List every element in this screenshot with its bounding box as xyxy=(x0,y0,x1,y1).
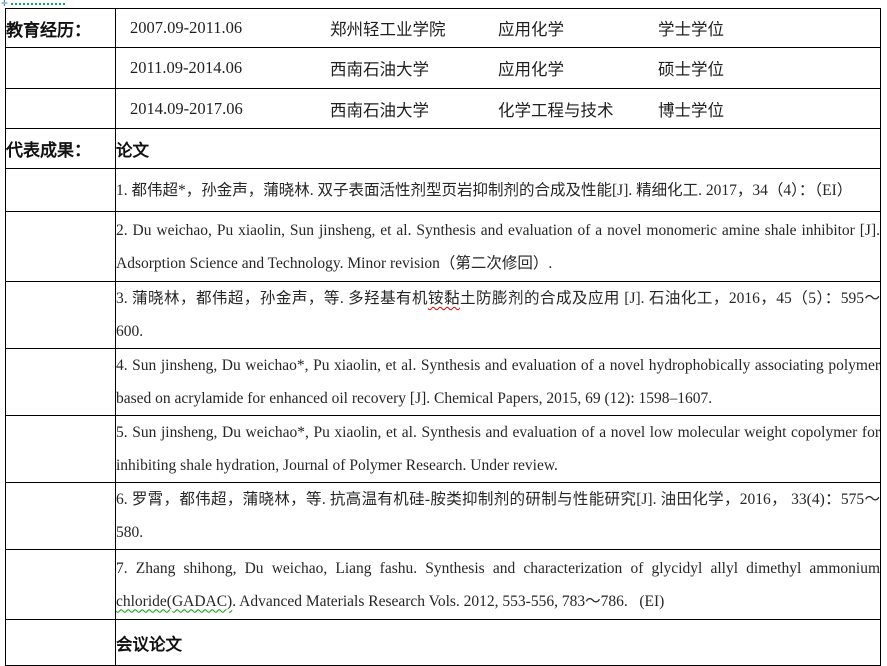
conference-section-heading[interactable]: 会议论文 xyxy=(115,619,881,666)
achievements-label-cell[interactable]: 代表成果： xyxy=(5,128,116,169)
edu-major: 应用化学 xyxy=(498,20,564,39)
paper-row: 3. 蒲晓林，都伟超，孙金声，等. 多羟基有机铵黏土防膨剂的合成及应用 [J].… xyxy=(5,281,881,349)
education-entry: 2014.09-2017.06 西南石油大学 化学工程与技术 博士学位 xyxy=(117,97,880,121)
paper-citation: 7. Zhang shihong, Du weichao, Liang fash… xyxy=(116,559,880,577)
edu-period: 2011.09-2014.06 xyxy=(130,58,243,77)
paper-citation: 6. 罗霄，都伟超，蒲晓林，等. 抗高温有机硅-胺类抑制剂的研制与性能研究[J]… xyxy=(116,491,880,541)
empty-label-cell[interactable] xyxy=(5,348,116,416)
table-move-handle[interactable]: ✛ xyxy=(1,0,65,8)
paper-item-4[interactable]: 4. Sun jinsheng, Du weichao*, Pu xiaolin… xyxy=(115,348,881,416)
paper-citation: . Advanced Materials Research Vols. 2012… xyxy=(232,592,665,610)
empty-label-cell[interactable] xyxy=(5,415,116,483)
education-entry-cell[interactable]: 2014.09-2017.06 西南石油大学 化学工程与技术 博士学位 xyxy=(115,88,881,129)
paper-citation: 2. Du weichao, Pu xiaolin, Sun jinsheng,… xyxy=(116,221,880,272)
empty-label-cell[interactable] xyxy=(5,88,116,129)
education-row: 2014.09-2017.06 西南石油大学 化学工程与技术 博士学位 xyxy=(5,88,881,129)
paper-citation: 5. Sun jinsheng, Du weichao*, Pu xiaolin… xyxy=(116,424,880,474)
paper-item-5[interactable]: 5. Sun jinsheng, Du weichao*, Pu xiaolin… xyxy=(115,415,881,483)
grammarcheck-underline-text: chloride(GADAC) xyxy=(116,592,233,610)
edu-degree: 学士学位 xyxy=(658,20,724,39)
paper-citation: 1. 都伟超*，孙金声，蒲晓林. 双子表面活性剂型页岩抑制剂的合成及性能[J].… xyxy=(116,181,853,199)
paper-row: 6. 罗霄，都伟超，蒲晓林，等. 抗高温有机硅-胺类抑制剂的研制与性能研究[J]… xyxy=(5,482,881,550)
dotted-gridline xyxy=(10,2,65,5)
education-entry: 2011.09-2014.06 西南石油大学 应用化学 硕士学位 xyxy=(117,56,880,80)
paper-citation: 4. Sun jinsheng, Du weichao*, Pu xiaolin… xyxy=(116,357,880,407)
education-entry-cell[interactable]: 2007.09-2011.06 郑州轻工业学院 应用化学 学士学位 xyxy=(115,8,881,48)
papers-section-heading[interactable]: 论文 xyxy=(115,128,881,169)
education-entry-cell[interactable]: 2011.09-2014.06 西南石油大学 应用化学 硕士学位 xyxy=(115,47,881,89)
paper-row: 1. 都伟超*，孙金声，蒲晓林. 双子表面活性剂型页岩抑制剂的合成及性能[J].… xyxy=(5,168,881,212)
paper-item-3[interactable]: 3. 蒲晓林，都伟超，孙金声，等. 多羟基有机铵黏土防膨剂的合成及应用 [J].… xyxy=(115,281,881,349)
empty-label-cell[interactable] xyxy=(5,47,116,89)
paper-item-1[interactable]: 1. 都伟超*，孙金声，蒲晓林. 双子表面活性剂型页岩抑制剂的合成及性能[J].… xyxy=(115,168,881,212)
paper-item-2[interactable]: 2. Du weichao, Pu xiaolin, Sun jinsheng,… xyxy=(115,211,881,282)
achievements-heading-row: 代表成果： 论文 xyxy=(5,128,881,169)
edu-degree: 硕士学位 xyxy=(658,60,724,79)
education-row: 2011.09-2014.06 西南石油大学 应用化学 硕士学位 xyxy=(5,47,881,89)
edu-period: 2007.09-2011.06 xyxy=(130,18,243,37)
table-anchor-icon: ✛ xyxy=(1,0,8,8)
education-row: 教育经历： 2007.09-2011.06 郑州轻工业学院 应用化学 学士学位 xyxy=(5,8,881,48)
paper-row: 7. Zhang shihong, Du weichao, Liang fash… xyxy=(5,549,881,620)
empty-label-cell[interactable] xyxy=(5,168,116,212)
empty-label-cell[interactable] xyxy=(5,619,116,666)
empty-label-cell[interactable] xyxy=(5,482,116,550)
education-entry: 2007.09-2011.06 郑州轻工业学院 应用化学 学士学位 xyxy=(117,16,880,40)
empty-label-cell[interactable] xyxy=(5,211,116,282)
conference-heading-row: 会议论文 xyxy=(5,619,881,666)
edu-degree: 博士学位 xyxy=(658,100,724,120)
edu-school: 郑州轻工业学院 xyxy=(330,20,446,39)
edu-school: 西南石油大学 xyxy=(330,100,429,120)
education-label-cell[interactable]: 教育经历： xyxy=(5,8,116,48)
empty-label-cell[interactable] xyxy=(5,549,116,620)
edu-major: 化学工程与技术 xyxy=(498,100,614,120)
edu-school: 西南石油大学 xyxy=(330,60,429,79)
paper-row: 4. Sun jinsheng, Du weichao*, Pu xiaolin… xyxy=(5,348,881,416)
paper-item-7[interactable]: 7. Zhang shihong, Du weichao, Liang fash… xyxy=(115,549,881,620)
edu-major: 应用化学 xyxy=(498,60,564,79)
paper-row: 5. Sun jinsheng, Du weichao*, Pu xiaolin… xyxy=(5,415,881,483)
edu-period: 2014.09-2017.06 xyxy=(130,98,243,118)
empty-label-cell[interactable] xyxy=(5,281,116,349)
paper-row: 2. Du weichao, Pu xiaolin, Sun jinsheng,… xyxy=(5,211,881,282)
paper-citation: 3. 蒲晓林，都伟超，孙金声，等. 多羟基有机 xyxy=(116,290,429,307)
paper-item-6[interactable]: 6. 罗霄，都伟超，蒲晓林，等. 抗高温有机硅-胺类抑制剂的研制与性能研究[J]… xyxy=(115,482,881,550)
cv-table: 教育经历： 2007.09-2011.06 郑州轻工业学院 应用化学 学士学位 … xyxy=(5,8,881,666)
spellcheck-underline-text: 铵黏 xyxy=(428,290,461,307)
paper-citation: 土防膨剂的合成及应用 [J]. 石油化工，2016，45（5）：595～600. xyxy=(116,290,880,340)
